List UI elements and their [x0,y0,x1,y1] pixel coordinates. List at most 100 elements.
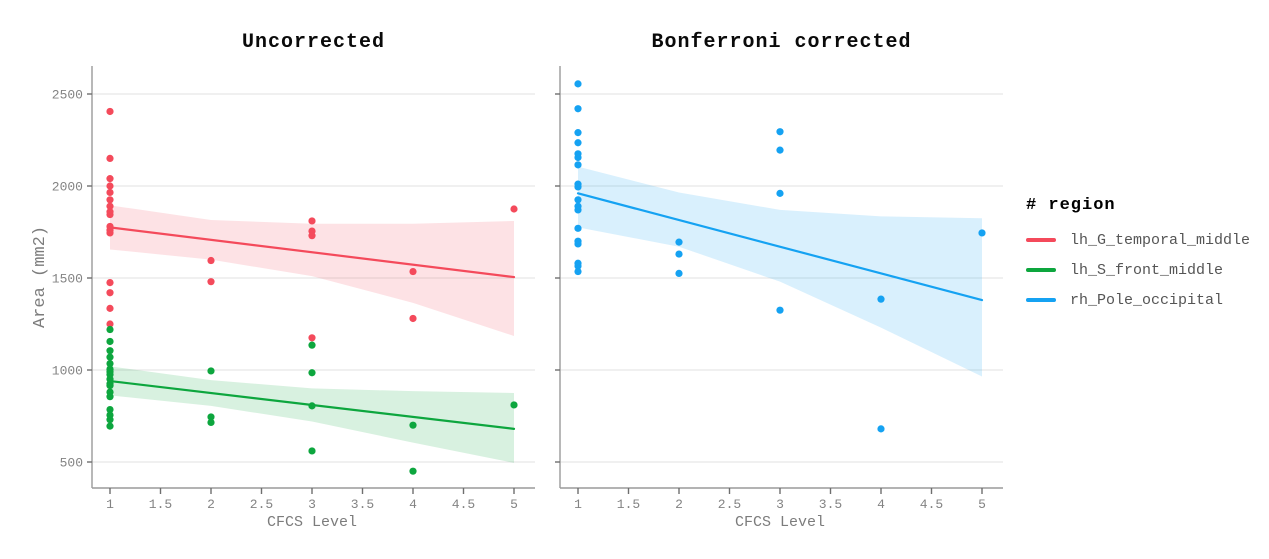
data-point-red [106,279,114,287]
x-tick-label: 4.5 [452,497,475,512]
x-tick-label: 2 [675,497,683,512]
panel-title: Uncorrected [242,31,385,54]
data-point-blue [978,229,986,237]
data-point-blue [776,128,784,136]
legend-entry: lh_G_temporal_middle [1022,231,1267,249]
data-point-green [106,382,114,390]
data-point-blue [574,161,582,169]
data-point-green [207,413,215,421]
panel-uncorrected: 500 1000 1500 2000 2500 1 1.5 2 2.5 3 3.5 4 4.5 5 Unco… [31,31,535,531]
trend-line-blue [576,192,984,302]
data-point-blue [574,224,582,232]
legend-entries: lh_G_temporal_middle lh_S_front_middle rh_… [1022,231,1267,309]
x-tick-label: 4 [877,497,885,512]
data-point-blue [776,146,784,154]
data-point-red [106,175,114,183]
x-tick-label: 1 [106,497,114,512]
x-tick-label: 4 [409,497,417,512]
data-point-red [308,334,316,342]
data-point-red [308,232,316,240]
x-tick-label: 3 [776,497,784,512]
legend-line-swatch-green [1026,268,1056,272]
y-tick-label: 1500 [52,272,83,287]
confidence-band-red [110,205,514,336]
x-axis-label: CFCS Level [267,514,357,531]
legend-line-swatch-red [1026,238,1056,242]
y-tick-label: 2000 [52,180,83,195]
data-point-blue [675,238,683,246]
data-point-blue [675,269,683,277]
data-point-blue [574,267,582,276]
data-point-blue [574,105,582,113]
legend-entry-label: lh_S_front_middle [1070,261,1224,279]
data-point-green [207,418,215,427]
y-tick-label: 500 [60,456,83,471]
data-point-green [308,402,316,410]
data-point-green [106,359,114,368]
data-point-green [308,447,316,455]
data-point-red [409,267,417,276]
x-tick-label: 3 [308,497,316,512]
panel-title: Bonferroni corrected [651,31,911,54]
data-point-green [106,337,114,346]
data-point-red [106,304,114,312]
data-point-blue [574,153,582,162]
y-axis-label: Area (mm2) [31,226,50,328]
data-point-blue [675,250,683,258]
data-point-blue [574,183,582,191]
data-point-red [106,196,114,204]
legend-entry: lh_S_front_middle [1022,261,1267,279]
data-point-red [106,107,114,116]
x-tick-label: 5 [510,497,518,512]
data-point-green [207,367,215,375]
data-point-blue [776,189,784,197]
data-point-green [106,347,114,355]
data-point-blue [574,80,582,88]
data-point-green [409,467,417,475]
x-tick-label: 5 [978,497,986,512]
confidence-band-blue [578,166,982,377]
data-point-red [106,202,114,210]
legend-entry: rh_Pole_occipital [1022,291,1267,309]
x-axis-label: CFCS Level [735,514,825,531]
x-tick-label: 3.5 [819,497,842,512]
data-point-blue [574,139,582,147]
data-point-blue [877,295,885,303]
data-point-blue [574,206,582,214]
data-point-red [106,154,114,162]
data-point-blue [877,425,885,433]
data-point-green [106,416,114,424]
legend-entry-label: lh_G_temporal_middle [1070,231,1251,249]
data-point-blue [574,129,582,137]
data-point-red [106,320,114,328]
legend-title: # region [1026,196,1116,215]
data-point-green [308,369,316,377]
x-tick-label: 1.5 [617,497,640,512]
data-point-green [106,353,114,361]
data-point-green [409,421,417,429]
data-point-green [510,401,518,409]
data-point-blue [776,306,784,314]
confidence-band-green [110,366,514,463]
panel-bonferroni: 1 1.5 2 2.5 3 3.5 4 4.5 5 Bonferroni corrected CFC… [555,31,1003,531]
data-point-blue [574,196,582,204]
trend-line-red [108,226,516,279]
data-point-red [106,188,114,197]
x-tick-label: 2 [207,497,215,512]
x-tick-label: 3.5 [351,497,374,512]
y-tick-label: 2500 [52,88,83,103]
data-point-red [106,289,114,297]
data-point-red [308,217,316,225]
data-point-green [106,325,114,334]
x-tick-label: 1.5 [149,497,172,512]
data-point-red [106,210,114,219]
legend: # region lh_G_temporal_middle lh_S_front_… [1022,196,1267,321]
data-point-green [106,422,114,430]
data-point-red [409,314,417,323]
data-point-green [308,341,316,349]
data-point-blue [574,240,582,248]
legend-entry-label: rh_Pole_occipital [1070,291,1224,309]
data-point-blue [574,262,582,270]
